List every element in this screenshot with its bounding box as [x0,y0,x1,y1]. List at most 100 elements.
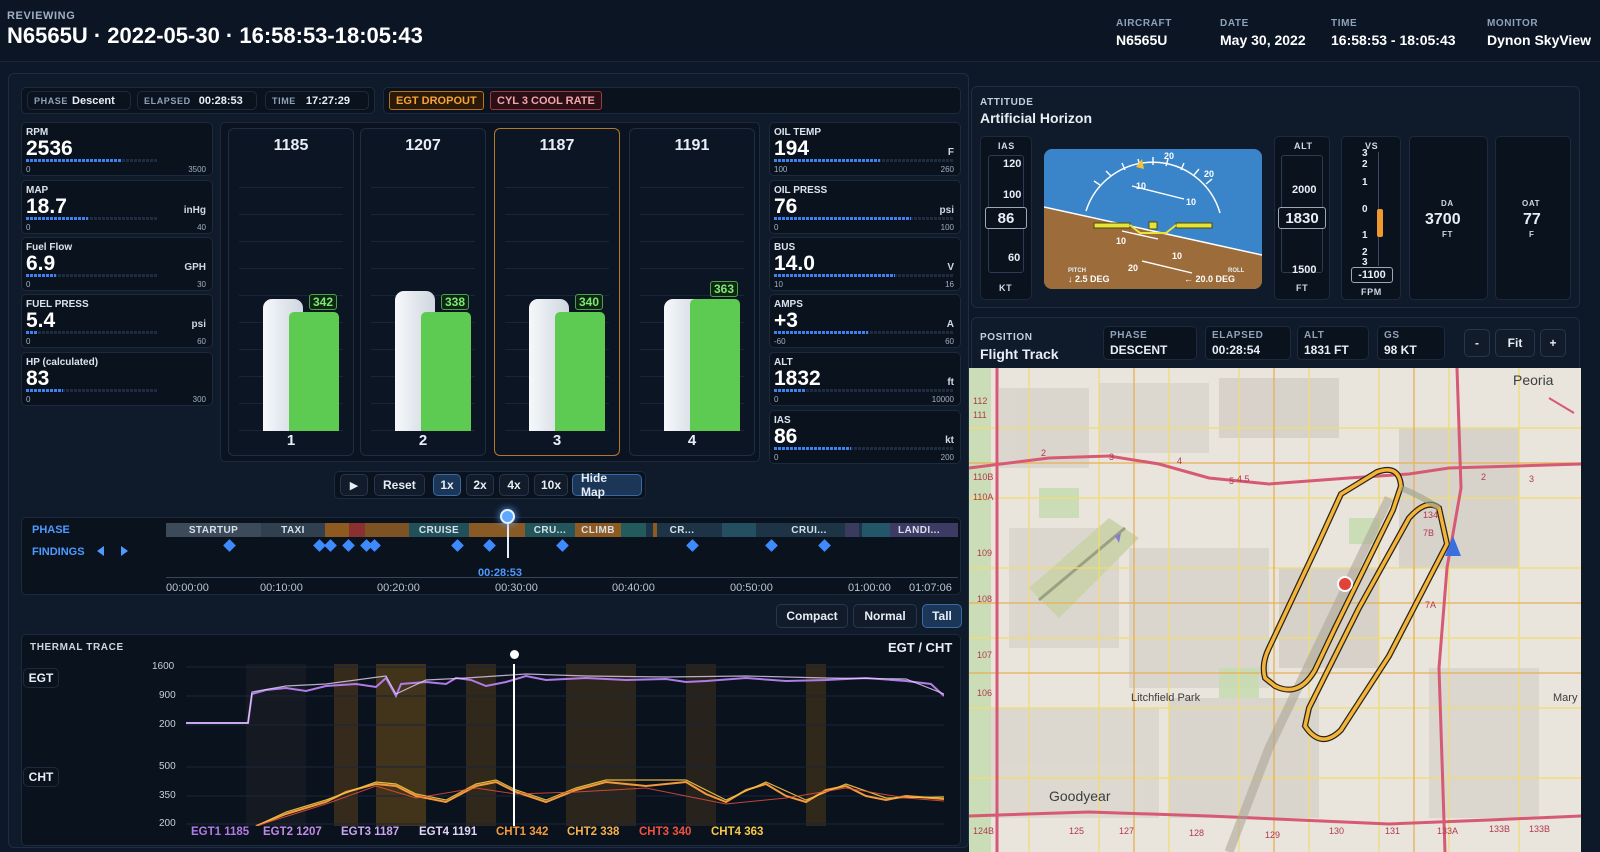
ias-tick: 60 [1008,252,1021,264]
gauge-label: MAP [26,185,49,196]
reset-button[interactable]: Reset [374,474,425,496]
gauge-bar [26,389,158,392]
map-elapsed-chip [1205,326,1291,360]
thermal-gridlines [186,666,944,825]
horizon-graphic: 20 20 10 10 10 10 20 [1044,149,1262,289]
gauge-max: 100 [940,223,954,232]
cylinder-2-card[interactable]: 1207 338 2 [360,128,486,456]
aircraft-label: AIRCRAFT [1116,18,1172,29]
phase-chip: PHASE Descent [27,91,131,110]
speed-2x-button[interactable]: 2x [466,474,494,496]
gauge-bar [774,274,954,277]
vs-tick: 2 [1362,247,1368,258]
oat-value: 77 [1523,211,1541,228]
gauge-value: +3 [774,309,798,332]
timeline-findings-label: FINDINGS [32,546,85,558]
timeline-cursor-handle[interactable] [500,509,515,524]
findings-next-icon[interactable] [121,546,128,556]
zoom-in-button[interactable]: + [1540,329,1566,357]
tall-view-button[interactable]: Tall [922,604,962,628]
gauge-value: 18.7 [26,195,67,218]
elapsed-chip-label: ELAPSED [144,95,191,106]
gauge-min: -60 [774,337,786,346]
phase-band-j [862,523,890,537]
gauge-fill [774,274,895,277]
cylinder-3-card[interactable]: 1187 340 3 [494,128,620,456]
speed-10x-button[interactable]: 10x [534,474,568,496]
gauge-max: 60 [197,337,206,346]
hide-map-button[interactable]: Hide Map [572,471,642,499]
cylinder-number: 2 [418,432,428,449]
vs-tick: 3 [1362,257,1368,268]
gauge-fill [26,274,57,277]
svg-text:10: 10 [1172,251,1182,261]
timeline-tick: 00:20:00 [377,582,420,594]
cylinder-4-card[interactable]: 1191 363 4 [629,128,755,456]
pitch-readout-label: PITCH [1068,268,1086,274]
roll-readout: ← 20.0 DEG [1184,274,1236,284]
map-road-label: 110B [973,472,994,482]
gauge-value: 6.9 [26,252,56,275]
timeline-tick: 01:00:00 [848,582,891,594]
vs-indicator [1377,209,1383,237]
play-button[interactable]: ▶ [340,474,368,496]
gauge-unit: F [947,147,954,158]
map-road-label: 5 [1229,476,1235,486]
gauge-unit: GPH [184,262,206,273]
gauge-ias: IAS 86 kt 0 200 [769,410,961,464]
map-alt-value: 1831 FT [1304,343,1349,357]
map-road-label: 124B [973,826,995,836]
map-alt-chip [1297,326,1369,360]
fit-button[interactable]: Fit [1495,329,1535,357]
map-place-goodyear: Goodyear [1049,788,1111,804]
gauge-bar [26,274,158,277]
da-unit: FT [1442,230,1453,239]
phase-chip-value: Descent [72,94,115,107]
map-road-label: 3 [1109,452,1115,462]
gauge-max: 16 [945,280,954,289]
gauge-label: OIL TEMP [774,127,822,138]
map-road-label: 108 [977,594,993,604]
speed-1x-button[interactable]: 1x [433,474,461,496]
phase-chip-label: PHASE [34,95,69,106]
gauge-fill [774,389,807,392]
findings-prev-icon[interactable] [97,546,104,556]
timeline-phase-label: PHASE [32,524,70,536]
gauge-label: IAS [774,415,791,426]
gauge-label: ALT [774,357,793,368]
thermal-cursor-dot[interactable] [510,650,519,659]
gauge-fill [26,159,122,162]
speed-4x-button[interactable]: 4x [499,474,529,496]
phase-band-f [621,523,646,537]
cylinder-1-card[interactable]: 1185 342 1 [228,128,354,456]
cht-axis-label: CHT [23,767,59,787]
thermal-chart[interactable] [186,664,944,826]
alert-egt-dropout[interactable]: EGT DROPOUT [389,91,484,110]
alert-cyl3-cool-rate[interactable]: CYL 3 COOL RATE [490,91,602,110]
cylinder-cht-value: 338 [441,294,470,310]
thermal-title: THERMAL TRACE [30,642,124,653]
ias-tick: 100 [1003,189,1022,201]
position-label: POSITION [980,332,1033,343]
egt-axis-label: EGT [23,668,59,688]
cht-tick: 200 [159,818,176,829]
zoom-out-button[interactable]: - [1464,329,1490,357]
flight-map[interactable]: Peoria Litchfield Park Goodyear Mary 112… [969,368,1581,852]
gauge-bar [774,159,954,162]
phase-cru: CRU... [533,524,567,536]
compact-view-button[interactable]: Compact [776,604,848,628]
egt-tick: 900 [159,690,176,701]
gauge-hp-calculated: HP (calculated) 83 0 300 [21,352,213,406]
gauge-unit: psi [191,319,206,330]
gauge-min: 0 [26,223,31,232]
cylinder-number: 3 [552,432,562,449]
gauge-value: 14.0 [774,252,815,275]
timeline-tick: 00:00:00 [166,582,209,594]
map-road-label: 106 [977,688,993,698]
aircraft-marker [1445,536,1461,556]
normal-view-button[interactable]: Normal [853,604,917,628]
gauge-oil-press: OIL PRESS 76 psi 0 100 [769,180,961,234]
phase-cr: CR... [669,524,695,536]
egt-trace-2 [186,673,944,724]
timeline-tick: 00:50:00 [730,582,773,594]
